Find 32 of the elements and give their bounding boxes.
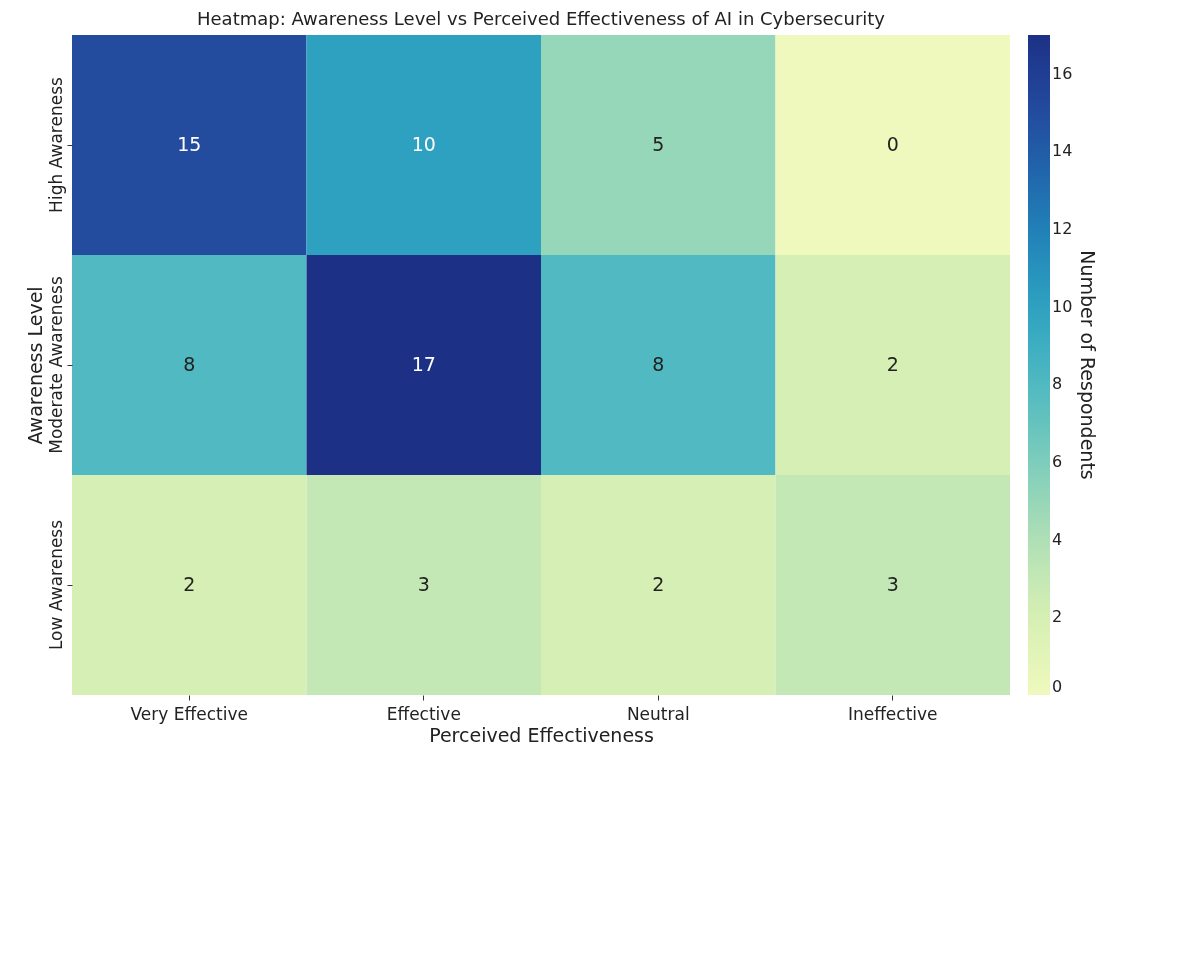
data-label: 2 <box>183 573 196 595</box>
y-tick-label: Low Awareness <box>45 519 66 651</box>
data-label: 5 <box>652 133 665 155</box>
data-label: 8 <box>183 353 196 375</box>
data-label: 8 <box>652 353 665 375</box>
color-bar-label: 12 <box>1052 219 1073 239</box>
x-tick-label: Ineffective <box>847 703 938 724</box>
color-bar-label: 6 <box>1052 452 1063 472</box>
y-axis-title: Awareness Level <box>23 286 46 445</box>
data-label: 17 <box>411 353 436 375</box>
data-label: 3 <box>417 573 430 595</box>
data-label: 3 <box>886 573 899 595</box>
y-tick-label: Moderate Awareness <box>45 276 66 454</box>
chart-title: Heatmap: Awareness Level vs Perceived Effectiveness of AI in Cybersecurity <box>197 8 886 29</box>
data-label: 0 <box>886 133 899 155</box>
data-label: 10 <box>411 133 436 155</box>
color-bar-label: 8 <box>1052 374 1063 394</box>
data-label: 2 <box>652 573 665 595</box>
x-axis-title: Perceived Effectiveness <box>429 723 654 746</box>
x-tick-label: Neutral <box>626 703 690 724</box>
data-label: 15 <box>177 133 202 155</box>
color-bar-label: 2 <box>1052 607 1063 627</box>
color-bar-title: Number of Respondents <box>1077 250 1099 480</box>
color-bar-label: 16 <box>1052 63 1073 83</box>
y-tick-label: High Awareness <box>45 76 66 213</box>
color-bar-label: 10 <box>1052 296 1073 316</box>
x-tick-label: Effective <box>386 703 461 724</box>
x-tick-label: Very Effective <box>130 703 248 724</box>
color-bar-label: 14 <box>1052 141 1073 161</box>
color-bar-label: 0 <box>1052 677 1063 696</box>
color-bar-label: 4 <box>1052 529 1063 549</box>
data-label: 2 <box>886 353 899 375</box>
